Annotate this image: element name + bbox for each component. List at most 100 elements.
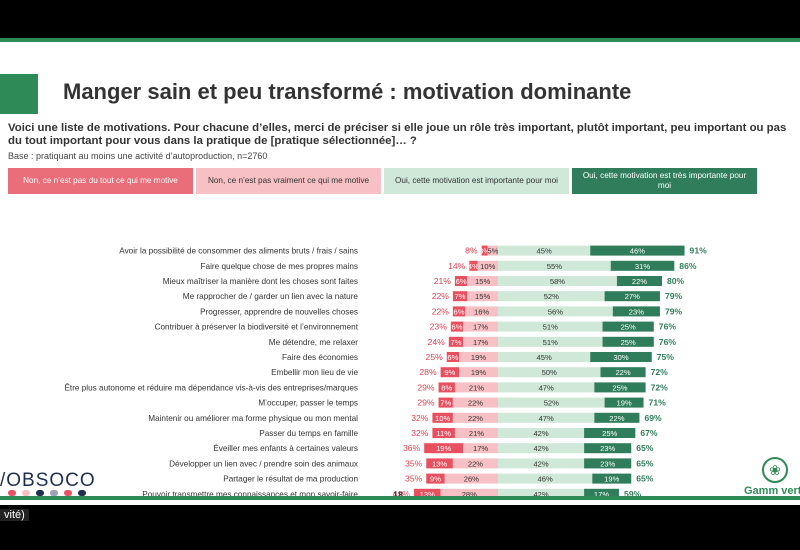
bar-segment-importante (498, 245, 591, 256)
obsoco-logo: /OBSOCO (0, 470, 96, 491)
data-label-pas-du-tout: 9% (444, 368, 455, 377)
bar-segment-pas-vraiment (467, 276, 498, 286)
positive-total-label: 72% (651, 382, 669, 392)
data-label-pas-du-tout: 10% (435, 414, 450, 423)
gamm-vert-leaf-icon: ❀ (762, 457, 788, 483)
data-label-pas-vraiment: 17% (473, 323, 488, 332)
negative-total-label: 14% (448, 261, 466, 271)
data-label-importante: 45% (537, 247, 552, 256)
negative-total-label: 36% (403, 443, 421, 453)
data-label-tres-importante: 22% (632, 277, 647, 286)
data-label-tres-importante: 22% (609, 414, 624, 423)
bar-segment-tres-importante (590, 352, 652, 362)
data-label-pas-vraiment: 16% (474, 307, 489, 316)
data-label-tres-importante: 19% (616, 399, 631, 408)
positive-total-label: 75% (657, 352, 675, 362)
bottom-accent-line (0, 496, 800, 500)
bar-segment-tres-importante (584, 443, 632, 454)
page-number: 18 (393, 490, 404, 500)
data-label-pas-vraiment: 17% (473, 338, 488, 347)
bar-segment-pas-vraiment (440, 488, 498, 498)
data-label-importante: 46% (538, 475, 553, 484)
bar-segment-pas-du-tout (438, 382, 455, 393)
bar-segment-pas-vraiment (465, 306, 498, 317)
positive-total-label: 80% (667, 276, 685, 286)
positive-total-label: 79% (665, 291, 683, 301)
data-label-tres-importante: 25% (621, 338, 636, 347)
data-label-importante: 56% (548, 307, 563, 316)
bar-segment-tres-importante (616, 276, 662, 286)
category-label: Me rapprocher de / garder un lien avec l… (183, 292, 359, 301)
negative-total-label: 32% (411, 428, 429, 438)
bar-segment-pas-vraiment (467, 291, 498, 302)
positive-total-label: 79% (665, 306, 683, 316)
bar-segment-pas-vraiment (454, 428, 498, 438)
bar-segment-pas-du-tout (448, 336, 464, 347)
data-label-pas-du-tout: 6% (456, 277, 467, 286)
positive-total-label: 71% (649, 398, 667, 408)
negative-total-label: 24% (428, 337, 446, 347)
bar-segment-importante (498, 382, 595, 393)
bar-segment-importante (498, 352, 591, 362)
data-label-importante: 47% (539, 383, 554, 392)
data-label-tres-importante: 23% (600, 459, 615, 468)
category-label: Mieux maîtriser la manière dont les chos… (163, 277, 358, 286)
negative-total-label: 41% (393, 489, 411, 498)
data-label-tres-importante: 23% (629, 307, 644, 316)
bar-segment-importante (498, 397, 605, 408)
data-label-tres-importante: 17% (594, 490, 609, 498)
data-label-pas-vraiment: 26% (464, 475, 479, 484)
data-label-importante: 42% (533, 490, 548, 498)
data-label-importante: 45% (537, 353, 552, 362)
data-label-pas-du-tout: 13% (420, 490, 435, 498)
bar-segment-importante (498, 488, 585, 498)
data-label-pas-vraiment: 19% (471, 353, 486, 362)
positive-total-label: 76% (659, 337, 677, 347)
data-label-importante: 52% (544, 399, 559, 408)
title-accent-square (0, 74, 38, 114)
data-label-pas-du-tout: 6% (447, 353, 458, 362)
data-label-importante: 51% (543, 323, 558, 332)
bar-segment-importante (498, 443, 585, 454)
bar-segment-tres-importante (592, 473, 632, 484)
bar-segment-tres-importante (604, 397, 644, 408)
bar-segment-importante (498, 458, 585, 469)
category-label: Progresser, apprendre de nouvelles chose… (200, 307, 358, 316)
data-label-pas-du-tout: 6% (452, 323, 463, 332)
bar-segment-tres-importante (602, 336, 654, 347)
bar-segment-pas-du-tout (424, 443, 464, 454)
category-label: Partager le résultat de ma production (223, 475, 358, 484)
bar-segment-importante (498, 291, 605, 302)
negative-total-label: 22% (432, 306, 450, 316)
data-label-tres-importante: 46% (630, 247, 645, 256)
data-label-importante: 50% (542, 368, 557, 377)
negative-total-label: 29% (417, 398, 435, 408)
data-label-pas-du-tout: 8% (441, 383, 452, 392)
negative-total-label: 8% (465, 246, 478, 256)
legend-header-importante: Oui, cette motivation est importante pou… (384, 168, 569, 194)
top-accent-line (0, 38, 800, 42)
category-label: Pouvoir transmettre mes connaissances et… (142, 490, 358, 498)
negative-total-label: 29% (417, 382, 435, 392)
bar-segment-tres-importante (602, 321, 654, 332)
gamm-vert-logo: Gamm vert (744, 485, 800, 497)
negative-total-label: 21% (434, 276, 452, 286)
negative-total-label: 35% (405, 474, 423, 484)
positive-total-label: 72% (651, 367, 669, 377)
question-text: Voici une liste de motivations. Pour cha… (8, 122, 787, 147)
negative-total-label: 28% (419, 367, 437, 377)
positive-total-label: 91% (690, 246, 708, 256)
bar-segment-pas-du-tout (450, 321, 464, 332)
bar-segment-tres-importante (594, 382, 646, 393)
diverging-bar-chart: Avoir la possibilité de consommer des al… (64, 245, 708, 498)
bar-segment-pas-vraiment (463, 336, 498, 347)
category-label: Avoir la possibilité de consommer des al… (119, 247, 358, 256)
bar-segment-pas-vraiment (459, 352, 498, 362)
slide-title: Manger sain et peu transformé : motivati… (63, 79, 632, 104)
bar-segment-tres-importante (610, 260, 675, 271)
data-label-pas-du-tout: 13% (432, 459, 447, 468)
data-label-pas-vraiment: 21% (469, 429, 484, 438)
bar-segment-tres-importante (600, 367, 646, 378)
legend-header-pas-du-tout: Non, ce n’est pas du tout ce qui me moti… (8, 168, 193, 194)
bar-segment-importante (498, 321, 603, 332)
